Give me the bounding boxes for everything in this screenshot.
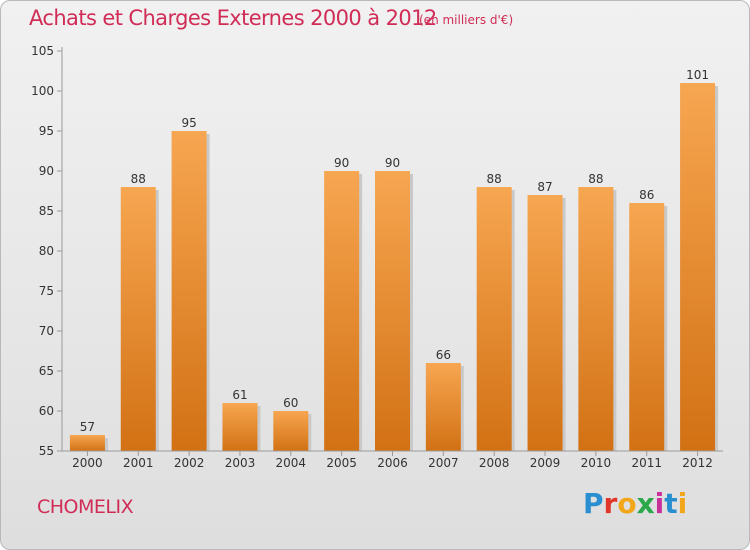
bar-value-label: 88 (487, 172, 502, 186)
x-tick-label: 2012 (682, 456, 713, 470)
bar (527, 195, 563, 451)
bars-group (69, 83, 719, 451)
x-tick-label: 2007 (428, 456, 459, 470)
y-tick-label: 90 (39, 164, 54, 178)
bar-value-label: 95 (181, 116, 196, 130)
bar (120, 187, 156, 451)
logo-letter: o (617, 487, 637, 520)
bar-value-label: 86 (639, 188, 654, 202)
bar-value-label: 90 (385, 156, 400, 170)
bar-value-label: 88 (588, 172, 603, 186)
x-tick-label: 2002 (174, 456, 205, 470)
bar-value-label: 87 (537, 180, 552, 194)
bar (69, 435, 105, 451)
logo-letter: P (583, 487, 604, 520)
commune-name: CHOMELIX (37, 496, 134, 518)
bar-value-label: 57 (80, 420, 95, 434)
x-tick-label: 2001 (123, 456, 154, 470)
y-tick-label: 95 (39, 124, 54, 138)
bar (375, 171, 410, 451)
logo-letter: x (636, 487, 655, 520)
bar (324, 171, 360, 451)
x-tick-label: 2010 (581, 456, 612, 470)
bar-value-label: 60 (283, 396, 298, 410)
bar-value-label: 61 (232, 388, 247, 402)
bar-value-label: 101 (686, 68, 709, 82)
chart-title: Achats et Charges Externes 2000 à 2012 (29, 6, 437, 30)
x-tick-label: 2004 (276, 456, 307, 470)
bar (222, 403, 258, 451)
y-tick-label: 75 (39, 284, 54, 298)
x-tick-label: 2008 (479, 456, 510, 470)
proxiti-logo: Proxiti (583, 487, 687, 520)
bar-value-label: 90 (334, 156, 349, 170)
labels-group: 2000 57 2001 88 2002 95 2003 61 2004 60 2005 90 2006… (72, 68, 713, 470)
logo-letter: i (677, 487, 688, 520)
logo-letter: r (603, 487, 618, 520)
y-tick-label: 55 (39, 444, 54, 458)
y-tick-label: 105 (31, 44, 54, 58)
bar (425, 363, 461, 451)
bar (273, 411, 309, 451)
x-tick-label: 2003 (225, 456, 256, 470)
bar (476, 187, 512, 451)
bar-value-label: 66 (436, 348, 451, 362)
bar (680, 83, 716, 451)
logo-letter: i (654, 487, 665, 520)
x-tick-label: 2009 (530, 456, 561, 470)
chart-subtitle: (en milliers d'€) (419, 13, 514, 27)
x-tick-label: 2006 (377, 456, 408, 470)
y-tick-label: 60 (39, 404, 54, 418)
bar (171, 131, 207, 451)
y-tick-label: 65 (39, 364, 54, 378)
x-tick-label: 2005 (326, 456, 357, 470)
bar-value-label: 88 (131, 172, 146, 186)
axes-group: 55 60 65 70 75 80 85 90 95 100 105 (31, 44, 723, 458)
y-tick-label: 80 (39, 244, 54, 258)
bar (629, 203, 665, 451)
x-tick-label: 2000 (72, 456, 103, 470)
logo-letter: t (664, 487, 678, 520)
bar (578, 187, 614, 451)
x-tick-label: 2011 (631, 456, 662, 470)
y-tick-label: 100 (31, 84, 54, 98)
y-tick-label: 70 (39, 324, 54, 338)
y-tick-label: 85 (39, 204, 54, 218)
